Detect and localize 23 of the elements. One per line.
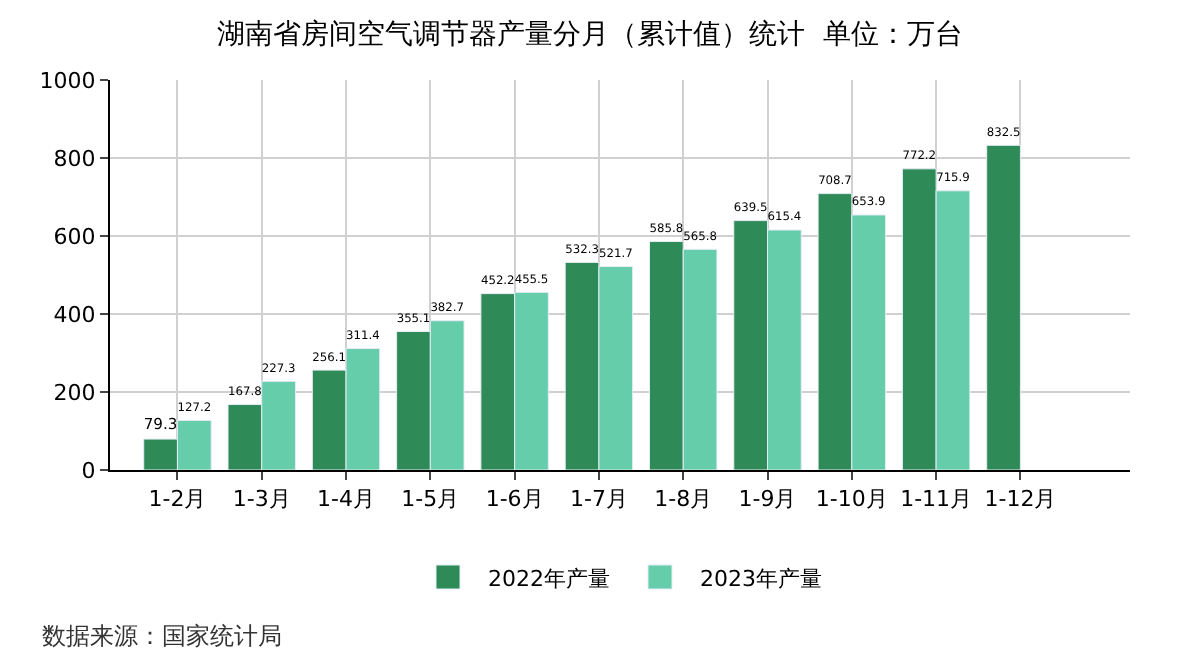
x-tick-label: 1-3月 [232,486,291,513]
source-note: 数据来源：国家统计局 [42,622,282,650]
y-tick-label: 1000 [39,67,96,94]
y-tick-label: 800 [53,145,96,172]
y-tick-label: 0 [81,457,96,484]
legend-label: 2022年产量 [488,565,610,592]
x-tick-label: 1-6月 [485,486,544,513]
x-tick-label: 1-7月 [569,486,628,513]
x-tick-label: 1-2月 [148,486,207,513]
y-tick-label: 200 [53,379,96,406]
x-tick-label: 1-9月 [738,486,797,513]
x-tick-label: 1-12月 [984,486,1057,513]
data-label: 79.3 [143,414,178,433]
x-tick-label: 1-5月 [401,486,460,513]
y-tick-label: 600 [53,223,96,250]
legend-label: 2023年产量 [700,565,822,592]
y-tick-label: 400 [53,301,96,328]
x-tick-label: 1-8月 [654,486,713,513]
chart-title: 湖南省房间空气调节器产量分月（累计值）统计 单位：万台 [217,18,963,51]
x-tick-label: 1-11月 [900,486,973,513]
x-tick-label: 1-4月 [317,486,376,513]
bar [986,144,1021,470]
x-tick-label: 1-10月 [815,486,888,513]
